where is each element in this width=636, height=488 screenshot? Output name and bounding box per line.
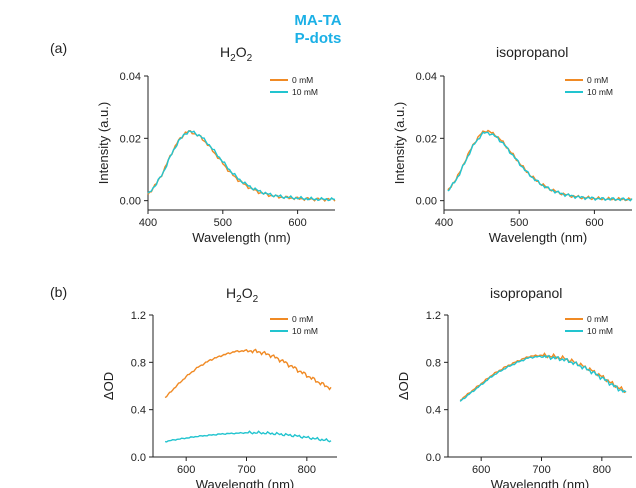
chart-4-series-1-line: [459, 352, 627, 401]
chart-2-x-tick-label: 400: [435, 217, 453, 229]
chart-4-y-tick-label: 0.8: [426, 357, 441, 369]
chart-2-series-2-line: [447, 131, 633, 202]
chart-4-y-tick-label: 0.0: [426, 452, 441, 464]
header-line-1: MA-TA: [294, 12, 342, 29]
chart-1-x-tick-label: 600: [288, 217, 306, 229]
chart-2-legend-label-2: 10 mM: [587, 87, 613, 97]
chart-3-x-axis-label: Wavelength (nm): [196, 477, 295, 488]
panel-label-b: (b): [50, 284, 68, 300]
chart-2-y-tick-label: 0.00: [416, 196, 437, 208]
panel-label-a: (a): [50, 40, 68, 56]
chart-1-series-1-line: [147, 130, 336, 203]
chart-2-x-tick-label: 600: [585, 217, 603, 229]
chart-1-y-axis-label: Intensity (a.u.): [96, 102, 111, 184]
chart-2-y-tick-label: 0.04: [416, 71, 437, 83]
chart-3-series-2-line: [164, 430, 332, 443]
chart-2-y-tick-label: 0.02: [416, 133, 437, 145]
chart-1-title: H2O2: [220, 44, 253, 64]
chart-3-y-tick-label: 1.2: [131, 310, 146, 322]
chart-1-x-tick-label: 400: [139, 217, 157, 229]
chart-2-title: isopropanol: [496, 44, 569, 60]
header-line-2: P-dots: [294, 30, 342, 47]
chart-1-legend-label-2: 10 mM: [292, 87, 318, 97]
chart-4-series-2-line: [459, 354, 627, 402]
chart-4-legend-label-1: 0 mM: [587, 314, 608, 324]
chart-3-x-tick-label: 600: [177, 464, 195, 476]
chart-3-series-1-line: [164, 348, 332, 399]
chart-3-y-tick-label: 0.8: [131, 357, 146, 369]
chart-2-x-axis-label: Wavelength (nm): [489, 230, 588, 245]
chart-3-y-axis-label: ΔOD: [101, 372, 116, 400]
chart-4-title: isopropanol: [490, 285, 563, 301]
chart-4-x-tick-label: 700: [532, 464, 550, 476]
chart-3-x-tick-label: 700: [237, 464, 255, 476]
chart-3-legend-label-2: 10 mM: [292, 326, 318, 336]
chart-3-title: H2O2: [226, 285, 259, 305]
chart-4-x-tick-label: 800: [593, 464, 611, 476]
chart-2-series-1-line: [447, 129, 633, 202]
chart-4-y-tick-label: 0.4: [426, 405, 441, 417]
chart-2-legend-label-1: 0 mM: [587, 75, 608, 85]
chart-1-legend-label-1: 0 mM: [292, 75, 313, 85]
chart-4-x-tick-label: 600: [472, 464, 490, 476]
chart-2-x-tick-label: 500: [510, 217, 528, 229]
chart-4-y-tick-label: 1.2: [426, 310, 441, 322]
chart-3-y-tick-label: 0.0: [131, 452, 146, 464]
chart-3-x-tick-label: 800: [298, 464, 316, 476]
chart-1-x-tick-label: 500: [214, 217, 232, 229]
chart-4-legend-label-2: 10 mM: [587, 326, 613, 336]
chart-1-x-axis-label: Wavelength (nm): [192, 230, 291, 245]
chart-1-series-2-line: [147, 130, 336, 202]
chart-3-legend-label-1: 0 mM: [292, 314, 313, 324]
chart-1-y-tick-label: 0.04: [120, 71, 141, 83]
chart-1-y-tick-label: 0.02: [120, 133, 141, 145]
chart-3-y-tick-label: 0.4: [131, 405, 146, 417]
chart-4-y-axis-label: ΔOD: [396, 372, 411, 400]
chart-2-y-axis-label: Intensity (a.u.): [392, 102, 407, 184]
chart-1-y-tick-label: 0.00: [120, 196, 141, 208]
chart-4-x-axis-label: Wavelength (nm): [491, 477, 590, 488]
